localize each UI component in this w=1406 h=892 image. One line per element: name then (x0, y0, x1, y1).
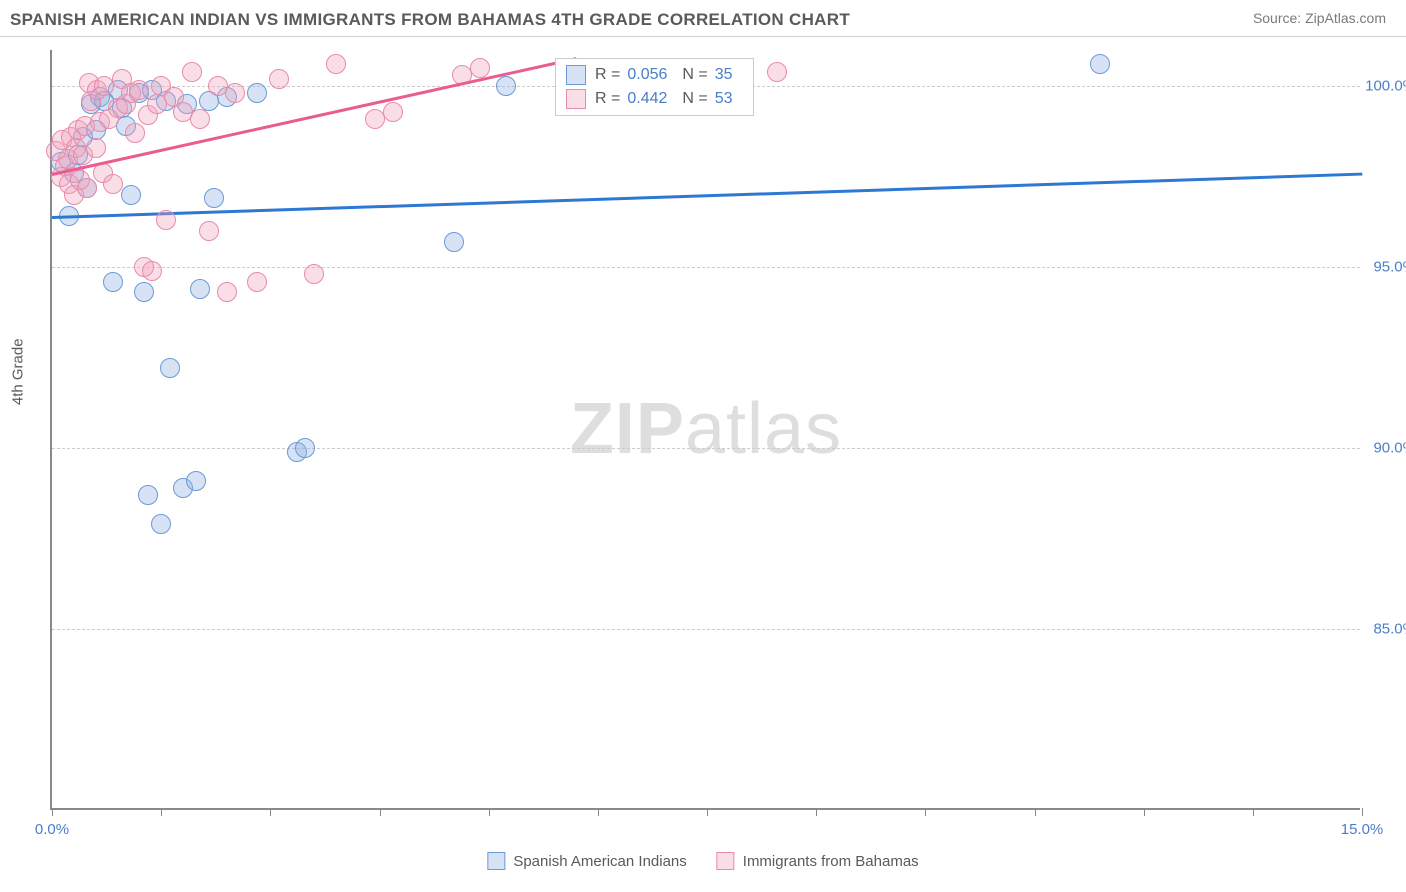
chart-source: Source: ZipAtlas.com (1253, 10, 1386, 30)
chart-plot-area: ZIPatlas 85.0%90.0%95.0%100.0%0.0%15.0% (50, 50, 1360, 810)
x-tick (161, 808, 162, 816)
legend-swatch (487, 852, 505, 870)
scatter-point (86, 138, 106, 158)
legend-swatch (717, 852, 735, 870)
trend-line (52, 173, 1362, 219)
scatter-point (444, 232, 464, 252)
scatter-point (247, 272, 267, 292)
legend-swatch (566, 89, 586, 109)
legend-item: Immigrants from Bahamas (717, 852, 919, 870)
scatter-point (247, 83, 267, 103)
x-tick (816, 808, 817, 816)
chart-title: SPANISH AMERICAN INDIAN VS IMMIGRANTS FR… (10, 10, 850, 30)
y-tick-label: 90.0% (1373, 440, 1406, 457)
scatter-point (142, 261, 162, 281)
scatter-point (190, 279, 210, 299)
scatter-point (295, 438, 315, 458)
legend-label: Spanish American Indians (513, 853, 686, 870)
r-label: R = (595, 66, 620, 84)
scatter-point (383, 102, 403, 122)
scatter-point (190, 109, 210, 129)
x-tick (1144, 808, 1145, 816)
scatter-point (103, 174, 123, 194)
gridline-h (52, 267, 1360, 268)
x-tick (707, 808, 708, 816)
scatter-point (217, 282, 237, 302)
x-tick (1362, 808, 1363, 816)
scatter-point (182, 62, 202, 82)
stats-row: R = 0.442 N = 53 (566, 87, 743, 111)
scatter-point (269, 69, 289, 89)
scatter-point (470, 58, 490, 78)
scatter-point (134, 282, 154, 302)
scatter-point (225, 83, 245, 103)
y-tick-label: 100.0% (1365, 78, 1406, 95)
x-tick (380, 808, 381, 816)
scatter-point (496, 76, 516, 96)
stats-box: R = 0.056 N = 35 R = 0.442 N = 53 (555, 58, 754, 116)
scatter-point (326, 54, 346, 74)
scatter-point (199, 221, 219, 241)
scatter-point (304, 264, 324, 284)
x-tick (598, 808, 599, 816)
scatter-point (186, 471, 206, 491)
y-tick-label: 85.0% (1373, 621, 1406, 638)
legend: Spanish American Indians Immigrants from … (487, 852, 918, 870)
x-tick (925, 808, 926, 816)
x-tick (489, 808, 490, 816)
scatter-point (151, 514, 171, 534)
chart-header: SPANISH AMERICAN INDIAN VS IMMIGRANTS FR… (0, 0, 1406, 37)
n-value: 53 (715, 90, 733, 108)
scatter-point (156, 210, 176, 230)
n-label: N = (682, 90, 707, 108)
scatter-point (103, 272, 123, 292)
scatter-point (77, 178, 97, 198)
x-tick (52, 808, 53, 816)
gridline-h (52, 629, 1360, 630)
r-value: 0.442 (627, 90, 667, 108)
r-label: R = (595, 90, 620, 108)
x-tick-label: 15.0% (1341, 821, 1384, 838)
watermark: ZIPatlas (570, 388, 842, 470)
scatter-point (121, 185, 141, 205)
x-tick (1035, 808, 1036, 816)
legend-label: Immigrants from Bahamas (743, 853, 919, 870)
y-tick-label: 95.0% (1373, 259, 1406, 276)
y-axis-title: 4th Grade (10, 338, 27, 405)
n-value: 35 (715, 66, 733, 84)
scatter-point (160, 358, 180, 378)
stats-row: R = 0.056 N = 35 (566, 63, 743, 87)
scatter-point (138, 485, 158, 505)
scatter-point (1090, 54, 1110, 74)
x-tick (1253, 808, 1254, 816)
scatter-point (125, 123, 145, 143)
x-tick (270, 808, 271, 816)
legend-swatch (566, 65, 586, 85)
gridline-h (52, 448, 1360, 449)
r-value: 0.056 (627, 66, 667, 84)
legend-item: Spanish American Indians (487, 852, 686, 870)
scatter-point (767, 62, 787, 82)
scatter-point (129, 80, 149, 100)
x-tick-label: 0.0% (35, 821, 69, 838)
n-label: N = (682, 66, 707, 84)
scatter-point (204, 188, 224, 208)
